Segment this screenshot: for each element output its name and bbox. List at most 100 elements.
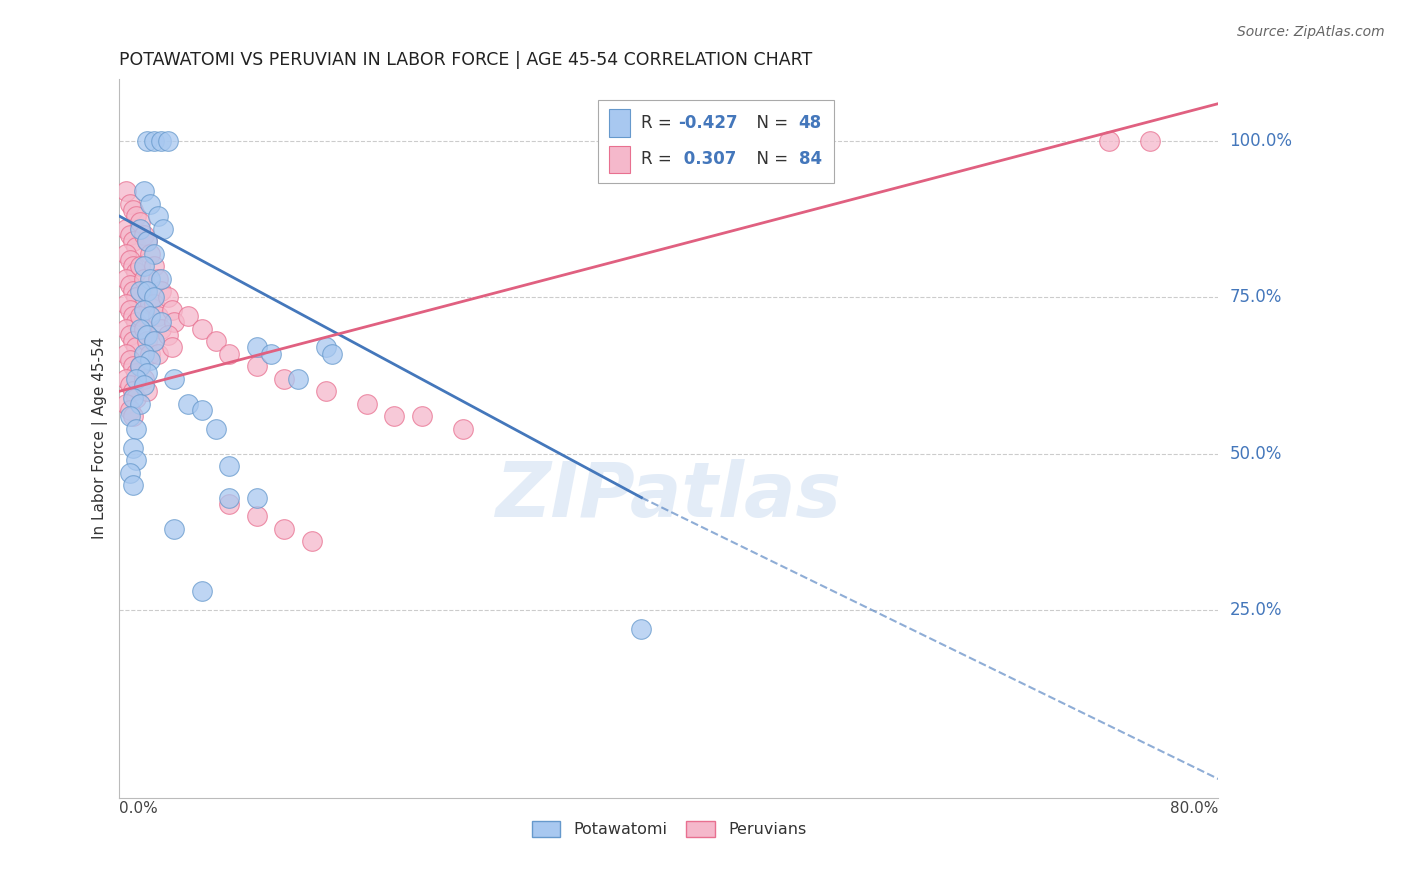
Point [191, 403, 214, 417]
Point [246, 341, 269, 355]
Point [134, 322, 156, 336]
Point [120, 196, 142, 211]
Point [129, 322, 152, 336]
Point [122, 284, 145, 298]
Point [125, 240, 148, 254]
Point [259, 347, 281, 361]
Point [177, 310, 200, 324]
Point [218, 491, 240, 505]
Point [134, 372, 156, 386]
Point [115, 271, 138, 285]
Point [115, 372, 138, 386]
Point [120, 227, 142, 242]
Point [122, 384, 145, 399]
Text: POTAWATOMI VS PERUVIAN IN LABOR FORCE | AGE 45-54 CORRELATION CHART: POTAWATOMI VS PERUVIAN IN LABOR FORCE | … [120, 51, 813, 69]
Point [122, 409, 145, 424]
Text: 0.307: 0.307 [678, 150, 737, 169]
Point [120, 378, 142, 392]
Point [125, 316, 148, 330]
Point [129, 359, 152, 374]
Point [218, 497, 240, 511]
Point [146, 347, 169, 361]
Point [149, 134, 172, 148]
Point [451, 422, 474, 436]
Y-axis label: In Labor Force | Age 45-54: In Labor Force | Age 45-54 [93, 337, 108, 540]
Point [315, 384, 337, 399]
Text: -0.427: -0.427 [678, 114, 737, 132]
Point [129, 221, 152, 235]
Point [138, 196, 160, 211]
Point [301, 534, 323, 549]
Point [156, 134, 179, 148]
Point [135, 328, 157, 343]
Point [122, 359, 145, 374]
Text: 0.0%: 0.0% [120, 801, 159, 816]
Point [315, 341, 337, 355]
Point [115, 397, 138, 411]
Point [122, 334, 145, 349]
Point [411, 409, 433, 424]
FancyBboxPatch shape [609, 109, 630, 136]
Text: N =: N = [747, 150, 793, 169]
Point [177, 397, 200, 411]
Point [273, 372, 295, 386]
Point [125, 209, 148, 223]
Point [134, 347, 156, 361]
Point [134, 303, 156, 318]
Point [129, 215, 152, 229]
Point [135, 134, 157, 148]
Point [135, 284, 157, 298]
Point [218, 347, 240, 361]
Point [129, 284, 152, 298]
Point [122, 478, 145, 492]
Point [120, 328, 142, 343]
Point [142, 290, 165, 304]
Text: N =: N = [747, 114, 793, 132]
Point [142, 259, 165, 273]
Point [122, 441, 145, 455]
Text: 80.0%: 80.0% [1170, 801, 1219, 816]
Text: 50.0%: 50.0% [1230, 445, 1282, 463]
Point [122, 202, 145, 217]
Point [120, 409, 142, 424]
Point [134, 259, 156, 273]
Point [138, 271, 160, 285]
Point [1139, 134, 1161, 148]
Point [142, 296, 165, 310]
Point [125, 290, 148, 304]
Text: 75.0%: 75.0% [1230, 288, 1282, 307]
Point [125, 372, 148, 386]
Point [149, 271, 172, 285]
Text: R =: R = [641, 150, 678, 169]
Point [1097, 134, 1119, 148]
Point [129, 397, 152, 411]
Point [125, 422, 148, 436]
Point [138, 310, 160, 324]
Point [125, 366, 148, 380]
Point [149, 316, 172, 330]
Point [163, 372, 186, 386]
Point [287, 372, 309, 386]
Point [134, 378, 156, 392]
Point [135, 366, 157, 380]
Point [120, 466, 142, 480]
Point [246, 491, 269, 505]
Point [382, 409, 405, 424]
Text: R =: R = [641, 114, 678, 132]
Point [321, 347, 343, 361]
Point [152, 221, 174, 235]
Text: 100.0%: 100.0% [1230, 132, 1292, 150]
Point [134, 227, 156, 242]
Text: 84: 84 [799, 150, 821, 169]
Point [204, 422, 226, 436]
Point [142, 246, 165, 260]
Point [125, 265, 148, 279]
Text: ZIPatlas: ZIPatlas [496, 458, 842, 533]
Point [120, 303, 142, 318]
Point [138, 246, 160, 260]
Point [149, 284, 172, 298]
Point [115, 221, 138, 235]
Point [115, 296, 138, 310]
Point [122, 234, 145, 248]
Point [125, 391, 148, 405]
